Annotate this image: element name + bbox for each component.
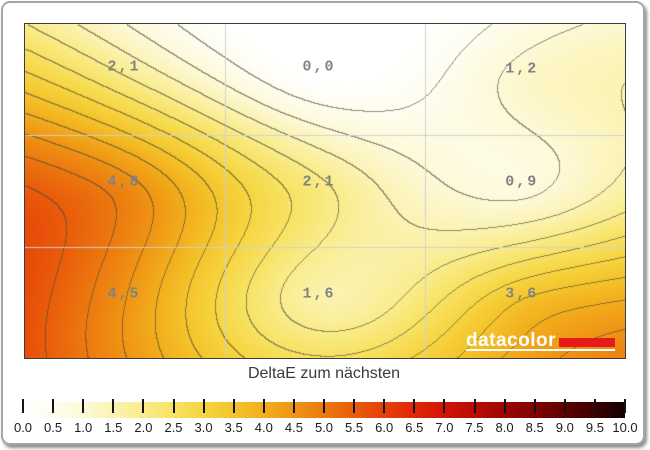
colorbar-tick: [533, 399, 536, 413]
value-label-middle-right: 0,9: [505, 173, 539, 191]
colorbar-tick-label: 9.0: [555, 420, 574, 435]
colorbar-tick-label: 7.5: [465, 420, 484, 435]
value-label-top-left: 2,1: [107, 58, 141, 76]
colorbar-tick-label: 4.5: [284, 420, 303, 435]
datacolor-logo: datacolor: [465, 329, 615, 351]
colorbar-tick: [292, 399, 295, 413]
colorbar-tick: [232, 399, 235, 413]
colorbar-tick-label: 5.0: [314, 420, 334, 435]
contour-canvas: [25, 24, 625, 358]
datacolor-logo-text: datacolor: [465, 329, 556, 351]
value-label-middle-left: 4,8: [107, 173, 141, 191]
colorbar-tick-label: 1.5: [104, 420, 123, 435]
colorbar-tick-labels: 0.0 0.5 1.0 1.5 2.0 2.5 3.0 3.5 4.0 4.5 5.0 5.5 6.0 6…: [14, 420, 638, 435]
colorbar-tick: [172, 399, 175, 413]
value-label-middle-center: 2,1: [302, 173, 336, 191]
colorbar-tick: [112, 399, 115, 413]
chart-title: DeltaE zum nächsten: [247, 365, 401, 382]
value-label-top-right: 1,2: [505, 60, 539, 78]
colorbar-tick-label: 0.0: [13, 420, 33, 435]
colorbar-tick: [473, 399, 476, 413]
colorbar-tick-label: 4.0: [254, 420, 273, 435]
colorbar-tick-label: 5.5: [345, 420, 364, 435]
colorbar-tick-label: 0.5: [44, 420, 63, 435]
value-label-bottom-right: 3,6: [505, 285, 539, 303]
colorbar-gradient: [22, 399, 626, 418]
colorbar-tick-label: 6.0: [375, 420, 394, 435]
colorbar-tick-label: 7.0: [435, 420, 454, 435]
colorbar-tick: [82, 399, 85, 413]
value-label-top-center: 0,0: [302, 58, 336, 76]
colorbar-tick-label: 2.0: [134, 420, 153, 435]
colorbar-tick: [443, 399, 446, 413]
colorbar-tick: [323, 399, 325, 413]
colorbar-tick: [52, 399, 55, 413]
colorbar-tick: [593, 399, 596, 413]
colorbar-tick-label: 3.0: [194, 420, 213, 435]
colorbar-tick-label: 6.5: [405, 420, 424, 435]
colorbar-tick-label: 3.5: [224, 420, 243, 435]
value-label-bottom-center: 1,6: [302, 285, 336, 303]
colorbar-tick-label: 8.5: [525, 420, 544, 435]
colorbar-tick-label: 10.0: [612, 420, 638, 435]
colorbar-tick: [563, 399, 566, 413]
colorbar-tick: [624, 399, 626, 413]
colorbar-tick: [503, 399, 506, 413]
value-label-bottom-left: 4,5: [107, 285, 141, 303]
datacolor-logo-red-bar: [559, 338, 615, 347]
colorbar-tick: [262, 399, 265, 413]
colorbar-tick: [353, 399, 356, 413]
colorbar-tick-label: 9.5: [585, 420, 604, 435]
colorbar-tick: [142, 399, 145, 413]
colorbar-tick: [383, 399, 386, 413]
image-frame: 2,1 0,0 1,2 4,8 2,1 0,9 4,5 1,6 3,6 data…: [1, 1, 645, 445]
colorbar-tick: [22, 399, 24, 413]
colorbar-tick-label: 8.0: [495, 420, 514, 435]
contour-plot: 2,1 0,0 1,2 4,8 2,1 0,9 4,5 1,6 3,6 data…: [24, 23, 626, 359]
colorbar-tick-label: 2.5: [164, 420, 183, 435]
colorbar-tick: [413, 399, 416, 413]
colorbar-tick-label: 1.0: [74, 420, 93, 435]
colorbar-tick: [202, 399, 205, 413]
